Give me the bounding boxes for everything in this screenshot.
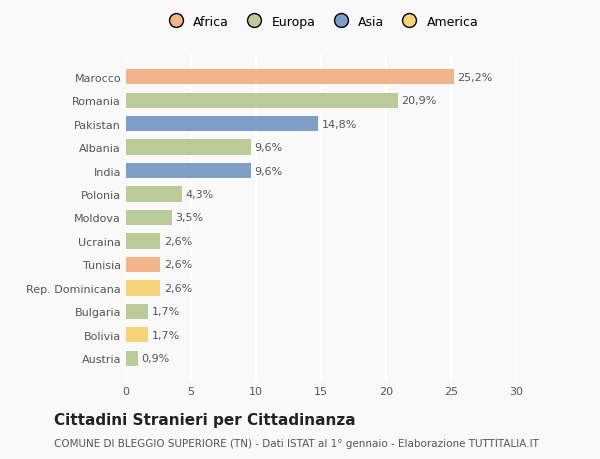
Text: COMUNE DI BLEGGIO SUPERIORE (TN) - Dati ISTAT al 1° gennaio - Elaborazione TUTTI: COMUNE DI BLEGGIO SUPERIORE (TN) - Dati … [54,438,539,448]
Bar [126,140,251,156]
Text: 14,8%: 14,8% [322,119,358,129]
Text: 2,6%: 2,6% [164,236,192,246]
Text: 25,2%: 25,2% [458,73,493,83]
Text: 4,3%: 4,3% [186,190,214,200]
Text: 9,6%: 9,6% [255,166,283,176]
Text: 20,9%: 20,9% [401,96,437,106]
Bar [126,304,148,319]
Text: 1,7%: 1,7% [152,330,180,340]
Text: 2,6%: 2,6% [164,283,192,293]
Bar [126,328,148,343]
Bar [126,257,160,273]
Bar [126,187,182,202]
Bar [126,280,160,296]
Text: Cittadini Stranieri per Cittadinanza: Cittadini Stranieri per Cittadinanza [54,413,356,428]
Text: 1,7%: 1,7% [152,307,180,317]
Bar [126,117,319,132]
Text: 2,6%: 2,6% [164,260,192,270]
Bar [126,210,172,226]
Bar [126,163,251,179]
Legend: Africa, Europa, Asia, America: Africa, Europa, Asia, America [163,16,479,28]
Text: 0,9%: 0,9% [142,353,170,364]
Bar [126,351,138,366]
Bar [126,70,454,85]
Bar [126,93,398,108]
Text: 9,6%: 9,6% [255,143,283,153]
Bar [126,234,160,249]
Text: 3,5%: 3,5% [175,213,203,223]
